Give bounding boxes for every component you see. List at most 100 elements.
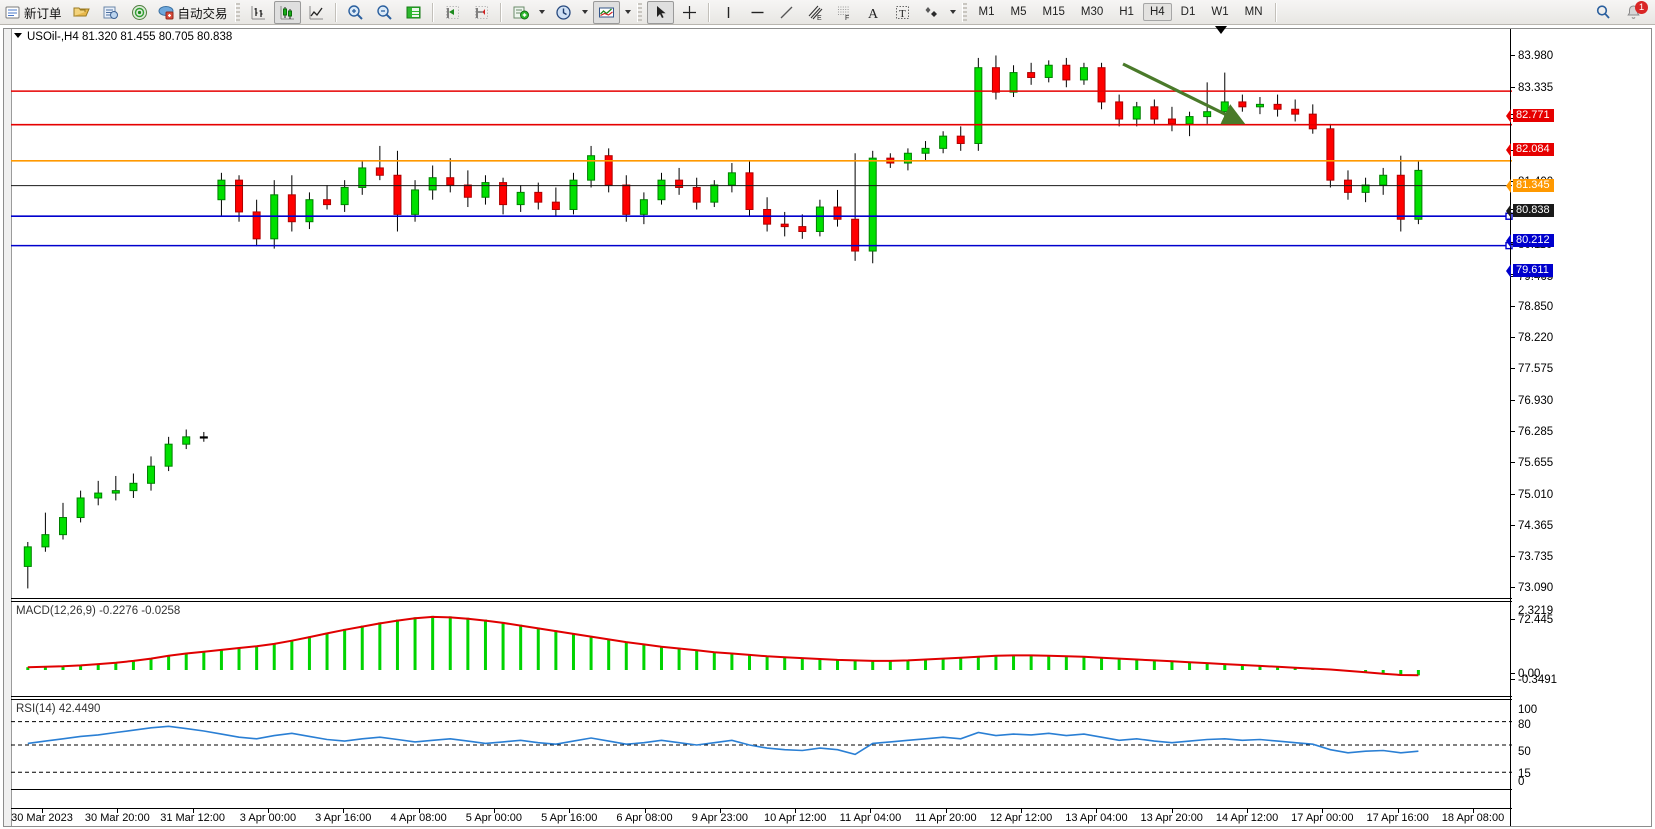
macd-histogram-and-signal xyxy=(26,615,1420,677)
price-axis-tick: 76.285 xyxy=(1511,426,1553,438)
time-axis-label: 6 Apr 08:00 xyxy=(616,812,673,824)
chart-menu-caret-icon[interactable] xyxy=(14,33,22,39)
chart-shift-button[interactable] xyxy=(468,1,495,24)
price-axis[interactable]: 83.98083.33582.69082.04581.40080.75580.1… xyxy=(1506,29,1652,826)
price-level-tag-resistance[interactable]: 82.771 xyxy=(1513,109,1554,123)
time-axis-label: 10 Apr 12:00 xyxy=(763,812,827,824)
time-axis-tick xyxy=(1322,809,1324,813)
text-label-button[interactable]: T xyxy=(889,1,916,24)
notification-button[interactable]: 1 xyxy=(1619,0,1648,24)
time-axis-tick xyxy=(1021,809,1023,813)
price-level-tag-pivot-2[interactable]: 81.345 xyxy=(1513,178,1554,192)
scroll-end-button[interactable] xyxy=(439,1,466,24)
crosshair-button[interactable] xyxy=(676,1,703,24)
time-axis-tick xyxy=(1247,809,1249,813)
fibonacci-icon: F xyxy=(835,3,854,22)
folder-button[interactable] xyxy=(68,1,95,24)
expert-advisor-icon xyxy=(157,3,176,22)
crosshair-icon xyxy=(680,3,699,22)
add-indicator-icon xyxy=(511,3,530,22)
bar-chart-button[interactable] xyxy=(245,1,272,24)
data-grid-button[interactable] xyxy=(400,1,427,24)
macd-pane[interactable]: MACD(12,26,9) -0.2276 -0.0258 xyxy=(11,601,1512,697)
time-axis-label: 18 Apr 08:00 xyxy=(1441,812,1505,824)
chart-frame xyxy=(3,28,1652,827)
search-button[interactable] xyxy=(1590,1,1617,24)
timeframe-h4[interactable]: H4 xyxy=(1142,3,1172,21)
price-level-tag-support-4[interactable]: 80.212 xyxy=(1513,234,1554,248)
price-axis-tick: 83.980 xyxy=(1511,50,1553,62)
zoom-in-button[interactable] xyxy=(342,1,369,24)
auto-trading-button[interactable]: 自动交易 xyxy=(154,1,233,24)
rsi-axis-tick: 15 xyxy=(1518,768,1531,780)
time-axis-tick xyxy=(1096,809,1098,813)
bearish-trend-arrow[interactable] xyxy=(11,29,1512,598)
toolbar-grip-3[interactable] xyxy=(961,2,967,22)
templates-dropdown-caret[interactable] xyxy=(624,10,631,14)
time-axis-tick xyxy=(569,809,571,813)
horizontal-line-button[interactable] xyxy=(744,1,771,24)
shapes-button[interactable] xyxy=(918,1,945,24)
time-axis-label: 11 Apr 04:00 xyxy=(839,812,902,824)
chart-symbol-title: USOil-,H4 81.320 81.455 80.705 80.838 xyxy=(14,31,232,43)
chart-area[interactable]: USOil-,H4 81.320 81.455 80.705 80.838 MA… xyxy=(0,25,1655,829)
text-button[interactable]: A xyxy=(860,1,887,24)
toolbar-separator-4 xyxy=(707,2,710,22)
price-level-tag-notch xyxy=(1506,203,1511,218)
time-axis-label: 31 Mar 12:00 xyxy=(160,812,226,824)
rsi-axis-tick: 50 xyxy=(1518,746,1531,758)
timeframe-m1[interactable]: M1 xyxy=(978,6,995,18)
toolbar-grip-2[interactable] xyxy=(636,2,642,22)
timeframe-m15[interactable]: M15 xyxy=(1042,6,1065,18)
timeframe-d1[interactable]: D1 xyxy=(1180,6,1196,18)
price-level-tag-resistance-1[interactable]: 82.084 xyxy=(1513,142,1554,156)
price-level-tag-last-price-3[interactable]: 80.838 xyxy=(1513,203,1554,217)
zoom-out-button[interactable] xyxy=(371,1,398,24)
time-axis-tick xyxy=(117,809,119,813)
timeframe-m5[interactable]: M5 xyxy=(1010,6,1027,18)
print-preview-button[interactable] xyxy=(97,1,124,24)
cursor-button[interactable] xyxy=(646,0,674,24)
timeframe-mn[interactable]: MN xyxy=(1244,6,1263,18)
price-level-tag-support-5[interactable]: 79.611 xyxy=(1513,263,1553,277)
price-axis-tick: 78.220 xyxy=(1511,332,1553,344)
data-window-button[interactable] xyxy=(126,1,153,24)
time-axis-tick xyxy=(493,809,495,813)
rsi-pane[interactable]: RSI(14) 42.4490 xyxy=(11,699,1512,790)
price-axis-tick: 75.010 xyxy=(1511,489,1553,501)
trendline-button[interactable] xyxy=(773,1,800,24)
text-label-icon: T xyxy=(893,3,912,22)
time-axis[interactable]: 30 Mar 2023 30 Mar 20:00 31 Mar 12:00 3 Apr… xyxy=(11,808,1512,827)
time-axis-label: 13 Apr 20:00 xyxy=(1140,812,1203,824)
toolbar-grip[interactable] xyxy=(234,2,240,22)
price-pane[interactable] xyxy=(11,29,1513,599)
price-level-tag-notch xyxy=(1506,142,1511,157)
time-axis-tick xyxy=(418,809,420,813)
time-axis-label: 12 Apr 12:00 xyxy=(989,812,1053,824)
vertical-line-icon xyxy=(719,3,738,22)
equidistant-channel-button[interactable]: E xyxy=(802,1,829,24)
timeframe-m30[interactable]: M30 xyxy=(1080,6,1104,18)
text-icon: A xyxy=(864,3,883,22)
new-order-label: 新订单 xyxy=(24,6,62,21)
templates-button[interactable] xyxy=(592,0,620,24)
data-grid-icon xyxy=(404,3,423,22)
time-axis-label: 17 Apr 16:00 xyxy=(1366,812,1429,824)
period-dropdown-caret[interactable] xyxy=(581,10,588,14)
timeframe-h1[interactable]: H1 xyxy=(1119,6,1134,18)
timeframe-w1[interactable]: W1 xyxy=(1211,6,1229,18)
price-level-tag-notch xyxy=(1506,109,1511,124)
vertical-line-button[interactable] xyxy=(715,1,742,24)
trendline-icon xyxy=(777,3,796,22)
new-order-button[interactable]: 新订单 xyxy=(0,1,67,24)
candlestick-chart-button[interactable] xyxy=(273,0,301,24)
chart-left-scrollbar[interactable] xyxy=(4,29,12,826)
fibonacci-button[interactable]: F xyxy=(831,1,858,24)
add-indicator-dropdown-caret[interactable] xyxy=(538,10,545,14)
add-indicator-button[interactable] xyxy=(507,1,534,24)
price-axis-tick: 74.365 xyxy=(1511,520,1553,532)
line-chart-button[interactable] xyxy=(303,1,330,24)
shapes-dropdown-caret[interactable] xyxy=(949,10,956,14)
equidistant-channel-icon: E xyxy=(806,3,825,22)
period-button[interactable] xyxy=(550,1,577,24)
